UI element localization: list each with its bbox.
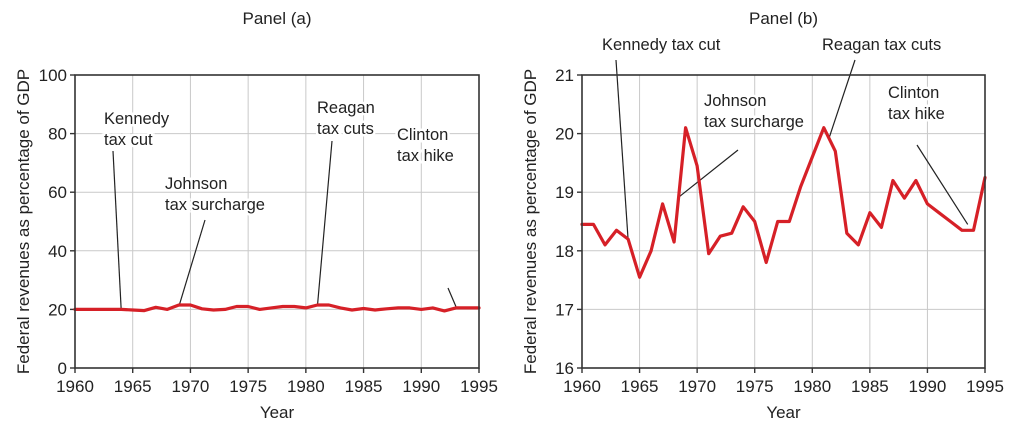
annotation-label: Reagan [317, 99, 375, 117]
annotation-label: Kennedy tax cut [602, 36, 721, 54]
x-tick-label: 1985 [345, 377, 383, 396]
panel-b-x-axis-label: Year [766, 403, 801, 422]
x-tick-label: 1990 [909, 377, 947, 396]
panel-b-y-axis-label: Federal revenues as percentage of GDP [521, 69, 540, 374]
annotation-label: tax cut [104, 131, 153, 149]
annotation-label: Johnson [165, 175, 227, 193]
panel-b-chart: Panel (b) Federal revenues as percentage… [521, 9, 1004, 422]
y-tick-label: 21 [555, 66, 574, 85]
annotation-label: tax surcharge [704, 113, 804, 131]
panel-a-plot-frame [74, 74, 480, 369]
y-tick-label: 40 [48, 242, 67, 261]
panel-a-series-line [73, 303, 481, 313]
x-tick-label: 1975 [229, 377, 267, 396]
y-tick-label: 19 [555, 183, 574, 202]
annotation-label: Reagan tax cuts [822, 36, 941, 54]
annotation-leader-line [677, 149, 739, 199]
x-tick-label: 1990 [402, 377, 440, 396]
x-tick-label: 1980 [287, 377, 325, 396]
y-tick-label: 0 [58, 359, 67, 378]
x-tick-label: 1965 [114, 377, 152, 396]
y-tick-label: 16 [555, 359, 574, 378]
annotation-label: tax cuts [317, 120, 374, 138]
y-tick-label: 80 [48, 125, 67, 144]
annotation-label: tax hike [888, 105, 945, 123]
x-tick-label: 1975 [736, 377, 774, 396]
annotation-label: Johnson [704, 92, 766, 110]
panel-a-title: Panel (a) [243, 9, 312, 28]
x-tick-label: 1960 [563, 377, 601, 396]
annotation-leader-line [828, 59, 856, 137]
panel-b-annotations: Kennedy tax cut Johnson tax surcharge Reaga… [600, 34, 948, 134]
panel-a-annotations: Kennedy tax cut Johnson tax surcharge Reagan… [102, 97, 457, 217]
panel-a-y-axis-label: Federal revenues as percentage of GDP [14, 69, 33, 374]
panel-a-x-axis-label: Year [260, 403, 295, 422]
annotation-leader-line [615, 59, 629, 240]
y-tick-label: 60 [48, 183, 67, 202]
x-tick-label: 1970 [678, 377, 716, 396]
x-tick-label: 1965 [621, 377, 659, 396]
panel-b-title: Panel (b) [749, 9, 818, 28]
y-tick-label: 20 [48, 300, 67, 319]
y-tick-label: 100 [39, 66, 67, 85]
panel-b-tick-labels: 1960 1965 1970 1975 1980 1985 1990 1995 16 17 18 19… [555, 66, 1004, 396]
x-tick-label: 1985 [851, 377, 889, 396]
annotation-label: tax surcharge [165, 196, 265, 214]
annotation-label: Clinton [397, 126, 448, 144]
annotation-label: Kennedy [104, 110, 170, 128]
annotation-leader-line [112, 150, 122, 310]
x-tick-label: 1960 [56, 377, 94, 396]
y-tick-label: 17 [555, 300, 574, 319]
panel-a-tick-labels: 1960 1965 1970 1975 1980 1985 1990 1995 0 20 40 60 8… [39, 66, 498, 396]
annotation-leader-line [916, 144, 969, 225]
annotation-leader-line [316, 140, 333, 307]
annotation-leader-line [178, 219, 206, 307]
panel-b-plot-frame [581, 74, 986, 369]
annotation-label: tax hike [397, 147, 454, 165]
y-tick-label: 18 [555, 242, 574, 261]
panel-b-annotation-leaders [615, 59, 969, 240]
panel-a-annotation-leaders [112, 140, 457, 310]
panel-a-chart: Panel (a) Federal revenues as percentage… [14, 9, 498, 422]
panel-b-series-line [580, 126, 987, 279]
x-tick-label: 1995 [460, 377, 498, 396]
y-tick-label: 20 [555, 125, 574, 144]
x-tick-label: 1995 [966, 377, 1004, 396]
annotation-label: Clinton [888, 84, 939, 102]
annotation-leader-line [447, 287, 457, 307]
x-tick-label: 1970 [172, 377, 210, 396]
x-tick-label: 1980 [793, 377, 831, 396]
panel-b-gridlines [582, 75, 985, 368]
